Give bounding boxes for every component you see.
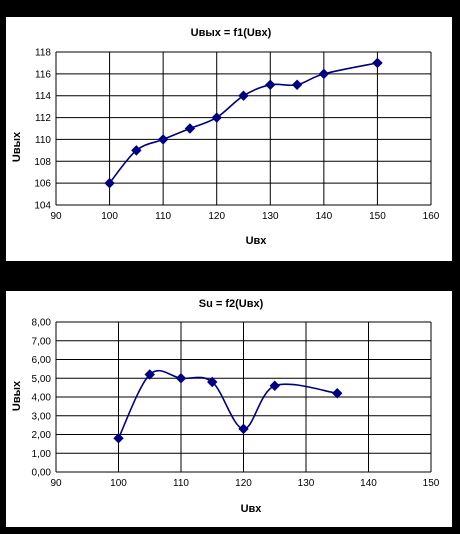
data-point bbox=[113, 433, 124, 444]
data-point bbox=[265, 79, 276, 90]
chart-2-points bbox=[113, 369, 343, 444]
chart-2: Su = f2(Uвх) 90 100 110 120 130 140 150 0,00 1,0… bbox=[11, 298, 440, 515]
x-tick-label: 120 bbox=[235, 478, 252, 489]
y-tick-label: 118 bbox=[35, 48, 51, 59]
chart-2-ylabel: Uвых bbox=[11, 380, 23, 411]
chart-2-series-line bbox=[117, 369, 338, 439]
x-tick-label: 90 bbox=[50, 478, 62, 489]
data-point bbox=[291, 79, 303, 90]
chart-panel-2: Su = f2(Uвх) 90 100 110 120 130 140 150 0,00 1,0… bbox=[6, 291, 452, 527]
x-tick-label: 150 bbox=[423, 478, 440, 489]
x-tick-label: 130 bbox=[298, 478, 315, 489]
data-point bbox=[184, 123, 196, 134]
data-point bbox=[104, 177, 115, 189]
y-tick-label: 1,00 bbox=[32, 449, 52, 460]
data-point bbox=[269, 380, 280, 391]
data-point bbox=[238, 423, 249, 435]
y-tick-label: 116 bbox=[35, 69, 51, 80]
y-tick-label: 106 bbox=[34, 179, 51, 190]
data-point bbox=[238, 90, 249, 101]
chart-2-ticks: 90 100 110 120 130 140 150 0,00 1,00 2,00 3,00 4,00… bbox=[32, 318, 440, 490]
x-tick-label: 110 bbox=[173, 478, 189, 489]
y-tick-label: 108 bbox=[34, 157, 51, 168]
y-tick-label: 0,00 bbox=[32, 468, 52, 479]
chart-1-xlabel: Uвх bbox=[246, 235, 268, 247]
y-tick-label: 2,00 bbox=[32, 430, 52, 441]
y-tick-label: 112 bbox=[35, 113, 51, 124]
chart-1: Uвых = f1(Uвх) 90 100 110 120 130 140 150 160 10… bbox=[11, 27, 440, 247]
x-tick-label: 100 bbox=[110, 478, 127, 489]
data-point bbox=[332, 388, 343, 399]
chart-2-xlabel: Uвх bbox=[241, 503, 263, 515]
data-point bbox=[211, 112, 222, 123]
x-tick-label: 140 bbox=[316, 211, 333, 222]
data-point bbox=[372, 57, 383, 69]
data-point bbox=[131, 145, 142, 156]
x-tick-label: 120 bbox=[208, 211, 225, 222]
x-tick-label: 140 bbox=[360, 478, 377, 489]
data-point bbox=[175, 373, 187, 384]
y-tick-label: 8,00 bbox=[32, 318, 52, 329]
chart-1-ticks: 90 100 110 120 130 140 150 160 104 106 108 110 112 11… bbox=[34, 48, 439, 223]
x-tick-label: 90 bbox=[50, 211, 62, 222]
chart-1-points bbox=[104, 57, 383, 189]
chart-1-series-line bbox=[108, 62, 378, 184]
y-tick-label: 6,00 bbox=[32, 355, 52, 366]
y-tick-label: 3,00 bbox=[32, 411, 52, 422]
chart-panel-1: Uвых = f1(Uвх) 90 100 110 120 130 140 150 160 10… bbox=[6, 17, 452, 261]
chart-2-title: Su = f2(Uвх) bbox=[199, 298, 264, 310]
x-tick-label: 110 bbox=[155, 211, 171, 222]
x-tick-label: 150 bbox=[369, 211, 386, 222]
y-tick-label: 4,00 bbox=[32, 393, 52, 404]
data-point bbox=[318, 68, 330, 80]
y-tick-label: 104 bbox=[34, 201, 51, 212]
data-point bbox=[157, 134, 169, 145]
y-tick-label: 7,00 bbox=[32, 336, 52, 347]
data-point bbox=[144, 369, 155, 380]
x-tick-label: 160 bbox=[423, 211, 440, 222]
x-tick-label: 130 bbox=[262, 211, 279, 222]
chart-1-ylabel: Uвых bbox=[11, 131, 23, 162]
data-point bbox=[207, 376, 218, 388]
y-tick-label: 110 bbox=[35, 135, 51, 146]
x-tick-label: 100 bbox=[101, 211, 118, 222]
chart-2-grid bbox=[55, 321, 432, 473]
chart-1-title: Uвых = f1(Uвх) bbox=[191, 27, 272, 39]
y-tick-label: 5,00 bbox=[32, 374, 52, 385]
y-tick-label: 114 bbox=[35, 91, 51, 102]
